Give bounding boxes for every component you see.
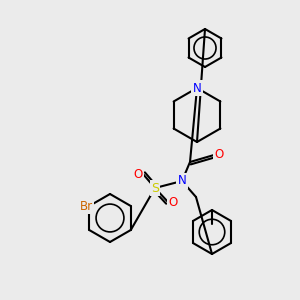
Text: O: O	[214, 148, 224, 161]
Text: N: N	[193, 82, 201, 94]
Text: Br: Br	[80, 200, 93, 212]
Text: O: O	[134, 167, 142, 181]
Text: O: O	[168, 196, 178, 208]
Text: N: N	[178, 175, 186, 188]
Text: S: S	[151, 182, 159, 194]
